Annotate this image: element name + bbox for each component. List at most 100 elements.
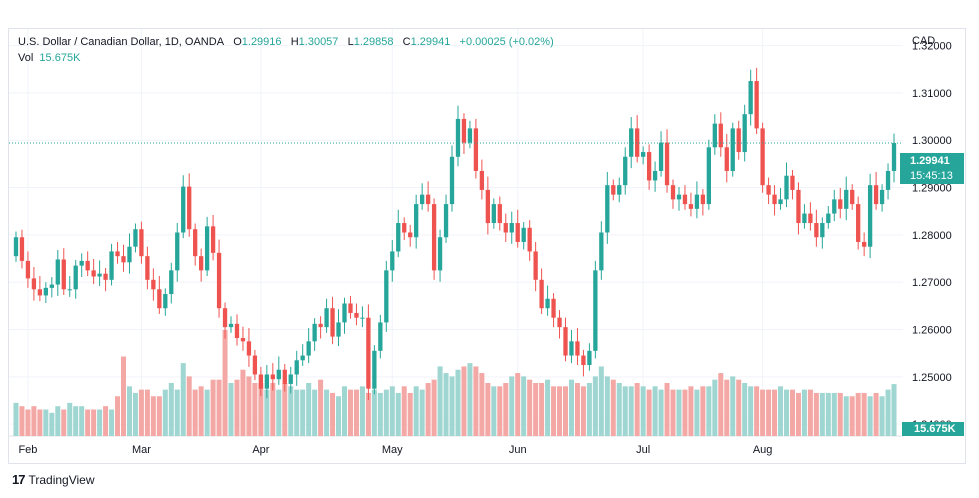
- candle-body: [198, 256, 204, 271]
- candle-body: [617, 185, 622, 195]
- candle-body: [593, 270, 598, 351]
- high-label: H: [290, 36, 299, 48]
- candle-body: [19, 237, 25, 261]
- y-tick-label: 1.32000: [912, 41, 952, 53]
- volume-bar: [557, 386, 563, 436]
- volume-bar: [216, 379, 222, 436]
- candle-body: [885, 170, 891, 190]
- volume-bar: [724, 379, 730, 436]
- candle-body: [455, 118, 461, 157]
- volume-bar: [795, 392, 801, 436]
- volume-bar: [622, 386, 628, 436]
- volume-bar: [772, 389, 778, 436]
- candle-body: [324, 308, 329, 328]
- candle-body: [587, 350, 592, 366]
- candle-body: [814, 223, 819, 238]
- candle-body: [431, 204, 437, 271]
- candle-body: [712, 123, 717, 148]
- volume-bar: [891, 384, 897, 436]
- volume-bar: [258, 383, 264, 436]
- volume-bar: [246, 376, 252, 436]
- volume-bar: [377, 392, 383, 436]
- candle-body: [91, 270, 96, 277]
- ohlc-legend: U.S. Dollar / Canadian Dollar, 1D, OANDA…: [18, 36, 554, 48]
- candle-body: [306, 341, 311, 356]
- candle-body: [282, 369, 287, 384]
- volume-bar: [324, 389, 330, 436]
- volume-bar: [783, 389, 790, 436]
- candle-body: [790, 175, 795, 190]
- volume-bar: [628, 386, 634, 436]
- volume-bar: [138, 389, 144, 436]
- candle-body: [646, 152, 652, 181]
- candle-body: [796, 189, 801, 224]
- volume-bar: [144, 389, 150, 436]
- volume-bar: [252, 383, 258, 436]
- candle-body: [629, 128, 634, 157]
- x-tick-label: Jun: [509, 444, 527, 456]
- volume-bar: [503, 383, 509, 436]
- volume-tag: 15.675K: [902, 422, 964, 436]
- volume-bar: [885, 389, 891, 436]
- candle-body: [658, 142, 664, 171]
- volume-bar: [664, 383, 670, 436]
- volume-bar: [222, 330, 228, 436]
- candle-body: [372, 350, 377, 389]
- y-tick-label: 1.27000: [912, 277, 952, 289]
- close-value: 1.29941: [410, 36, 451, 48]
- volume-bar: [264, 389, 270, 436]
- volume-bar: [527, 379, 533, 436]
- candle-body: [784, 175, 789, 200]
- volume-bar: [353, 389, 359, 436]
- candle-body: [569, 341, 574, 356]
- candle-body: [121, 256, 126, 263]
- candle-body: [360, 317, 365, 319]
- tradingview-logo[interactable]: 17 TradingView: [12, 472, 95, 487]
- brand-name: TradingView: [28, 472, 95, 487]
- candle-body: [688, 204, 694, 209]
- volume-bar: [318, 379, 324, 436]
- candle-body: [599, 232, 604, 271]
- symbol-name[interactable]: U.S. Dollar / Canadian Dollar, 1D, OANDA: [18, 36, 225, 48]
- candle-body: [521, 227, 526, 242]
- candle-body: [694, 194, 700, 209]
- candle-body: [461, 118, 467, 143]
- volume-bar: [192, 389, 198, 436]
- volume-bar: [843, 396, 849, 436]
- candle-body: [844, 189, 849, 209]
- volume-bar: [132, 392, 138, 436]
- volume-bar: [586, 383, 592, 436]
- candle-body: [384, 270, 389, 323]
- candle-body: [838, 199, 843, 209]
- candle-body: [330, 308, 335, 337]
- volume-bar: [240, 369, 246, 436]
- vol-label[interactable]: Vol: [18, 52, 34, 64]
- volume-bar: [234, 379, 240, 436]
- candle-body: [491, 204, 496, 224]
- volume-bar: [85, 409, 91, 436]
- volume-bar: [807, 389, 813, 436]
- volume-bar: [168, 383, 174, 436]
- candle-body: [204, 226, 210, 271]
- volume-bar: [67, 402, 73, 436]
- candle-body: [246, 341, 252, 356]
- candle-body: [676, 194, 682, 200]
- candle-body: [419, 194, 425, 205]
- candle-body: [485, 189, 491, 224]
- y-tick-label: 1.25000: [912, 372, 952, 384]
- volume-bar: [371, 389, 377, 436]
- volume-bar: [425, 383, 431, 436]
- volume-bar: [156, 396, 162, 436]
- volume-bar: [455, 369, 461, 436]
- volume-bar: [347, 389, 353, 436]
- volume-bar: [174, 389, 180, 436]
- candle-body: [760, 128, 765, 186]
- candle-body: [25, 260, 31, 279]
- candle-body: [187, 186, 192, 230]
- candle-body: [85, 260, 90, 271]
- volume-bar: [694, 389, 700, 436]
- candle-body: [13, 237, 19, 257]
- candle-body: [605, 185, 610, 233]
- candle-body: [545, 298, 550, 309]
